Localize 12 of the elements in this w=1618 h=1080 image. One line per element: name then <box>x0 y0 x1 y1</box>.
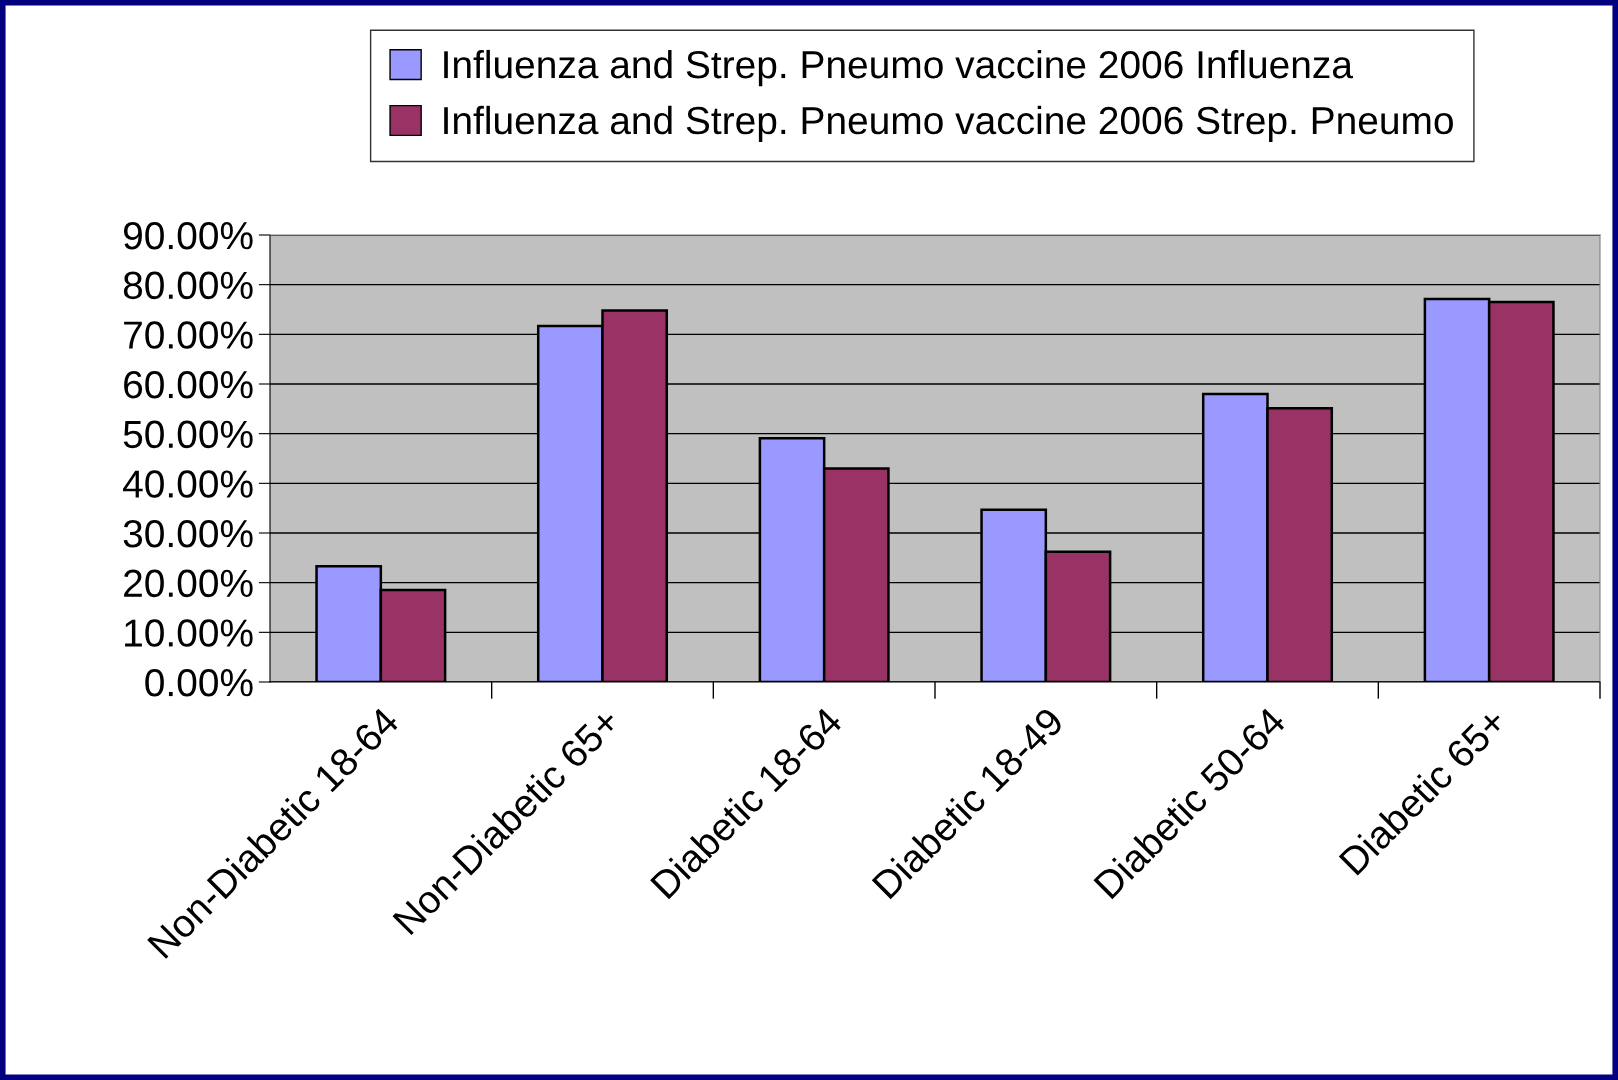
y-tick-label: 80.00% <box>123 271 253 300</box>
y-tick-label: 20.00% <box>124 569 253 598</box>
legend-label: Influenza and Strep. Pneumo vaccine 2006 Strep. Pneumo <box>444 105 1453 143</box>
y-tick-label: 90.00% <box>123 221 253 250</box>
y-tick-label: 40.00% <box>123 470 253 498</box>
y-tick-label: 0.00% <box>145 668 253 697</box>
y-tick-label: 10.00% <box>125 619 253 647</box>
y-tick-label: 70.00% <box>124 321 253 349</box>
y-tick-label: 60.00% <box>124 370 253 399</box>
y-tick-label: 50.00% <box>123 420 253 449</box>
legend-label: Influenza and Strep. Pneumo vaccine 2006 Influenza <box>444 49 1353 87</box>
y-tick-label: 30.00% <box>123 519 253 548</box>
